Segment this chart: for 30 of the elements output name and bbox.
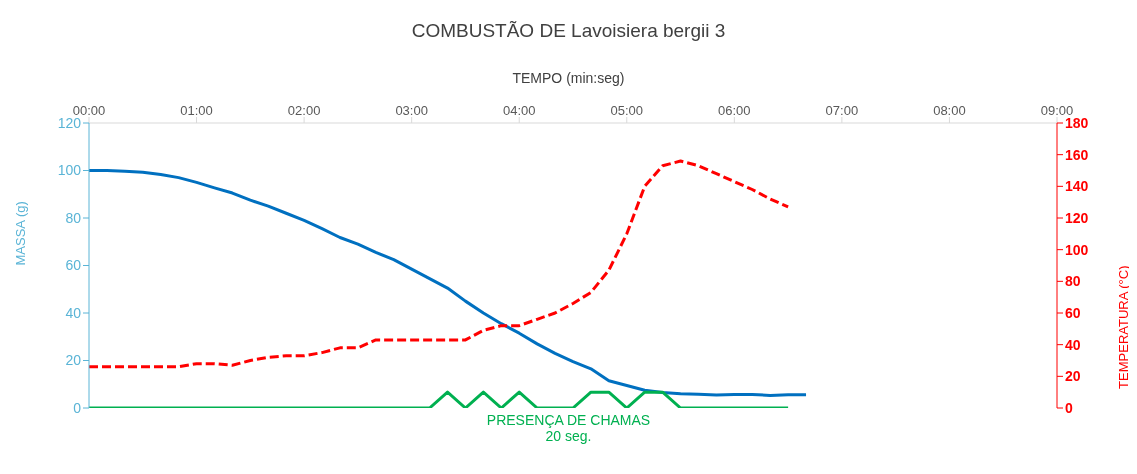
y2-tick-label: 140 [1065,178,1089,195]
y-tick-label: 0 [73,399,82,416]
y-tick-label: 20 [65,352,82,369]
x-tick-label: 06:00 [718,103,751,118]
x-tick-label: 02:00 [287,103,321,118]
y2-tick-label: 40 [1065,336,1081,353]
y2-tick-label: 60 [1065,304,1081,321]
y-tick-label: 80 [65,209,82,226]
y-tick-label: 60 [65,257,82,274]
y2-tick-label: 100 [1065,241,1089,258]
x-tick-label: 05:00 [610,103,644,118]
y-tick-label: 40 [65,304,82,321]
x-tick-label: 04:00 [502,103,536,118]
chart-title: COMBUSTÃO DE Lavoisiera bergii 3 [410,20,727,42]
y-tick-label: 100 [57,162,82,179]
series-label: PRESENÇA DE CHAMAS [486,412,651,428]
x-tick-label: 03:00 [395,103,428,118]
y2-tick-label: 120 [1065,209,1089,226]
x-tick-label: 01:00 [180,103,213,118]
x-axis-title: TEMPO (min:seg) [511,70,626,86]
y2-tick-label: 20 [1065,368,1081,385]
y2-tick-label: 80 [1065,273,1081,290]
x-tick-label: 07:00 [825,103,859,118]
text: 20 seg. [544,428,593,444]
line-series [89,169,808,397]
y2-tick-label: 0 [1065,399,1073,416]
line-series [89,159,790,369]
y-axis-title: MASSA (g) [12,201,28,266]
x-tick-label: 08:00 [933,103,966,118]
y2-tick-label: 160 [1065,146,1089,163]
